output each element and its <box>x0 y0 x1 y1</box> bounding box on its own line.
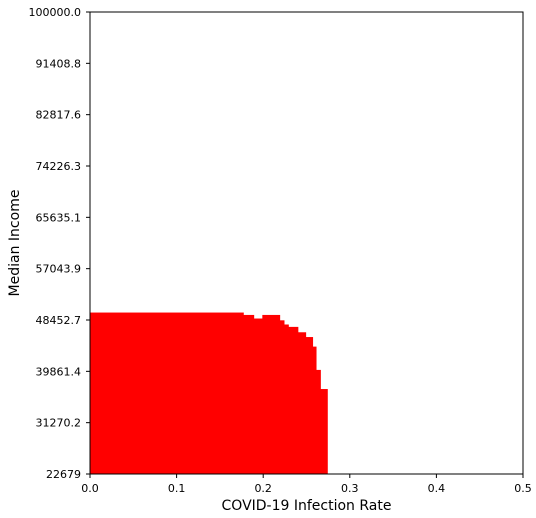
area-step-1 <box>243 314 255 474</box>
area-step-8 <box>305 337 314 474</box>
y-tick-label: 48452.7 <box>36 314 82 327</box>
area-step-9 <box>312 346 317 474</box>
x-tick-label: 0.2 <box>254 482 272 495</box>
plot-area <box>90 312 328 474</box>
y-tick-label: 82817.6 <box>36 109 82 122</box>
y-tick-label: 31270.2 <box>36 417 82 430</box>
plot-frame <box>89 11 524 475</box>
area-step-0 <box>90 312 244 474</box>
y-tick-label: 57043.9 <box>36 263 82 276</box>
y-tick-label: 100000.0 <box>29 6 82 19</box>
area-step-2 <box>253 318 263 474</box>
x-tick-label: 0.0 <box>81 482 99 495</box>
area-step-11 <box>320 389 328 474</box>
y-tick-label: 39861.4 <box>36 365 82 378</box>
area-step-10 <box>316 369 321 474</box>
y-tick-label: 74226.3 <box>36 160 82 173</box>
area-step-4 <box>279 320 285 474</box>
area-step-3 <box>262 314 281 474</box>
x-tick-label: 0.3 <box>341 482 359 495</box>
area-step-7 <box>297 332 307 474</box>
y-axis: 22679 31270.2 39861.4 48452.7 57043.9 65635.1… <box>29 6 90 481</box>
x-axis-label: COVID-19 Infection Rate <box>222 498 392 514</box>
y-tick-label: 91408.8 <box>36 57 82 70</box>
y-tick-label: 65635.1 <box>36 211 82 224</box>
area-step-6 <box>288 326 299 474</box>
y-axis-label: Median Income <box>7 190 23 297</box>
x-tick-label: 0.5 <box>514 482 532 495</box>
area-step-5 <box>283 324 289 474</box>
x-tick-label: 0.1 <box>168 482 186 495</box>
x-axis: 0.0 0.1 0.2 0.3 0.4 0.5 <box>81 474 532 495</box>
y-tick-label: 22679 <box>46 468 81 481</box>
x-tick-label: 0.4 <box>428 482 446 495</box>
